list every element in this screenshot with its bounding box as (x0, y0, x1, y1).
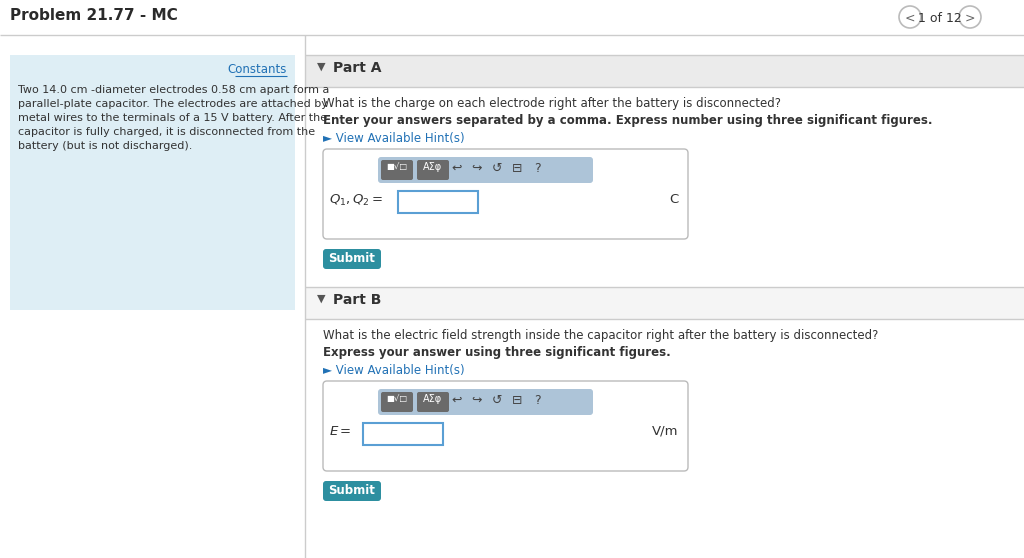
Text: V/m: V/m (651, 425, 678, 438)
Bar (10, 55, 295, 310)
Text: ► View Available Hint(s): ► View Available Hint(s) (323, 132, 465, 145)
Text: ↩: ↩ (452, 162, 462, 175)
Text: metal wires to the terminals of a 15 V battery. After the: metal wires to the terminals of a 15 V b… (18, 113, 327, 123)
FancyBboxPatch shape (323, 249, 381, 269)
Text: Express your answer using three significant figures.: Express your answer using three signific… (323, 346, 671, 359)
FancyBboxPatch shape (378, 389, 593, 415)
Text: What is the electric field strength inside the capacitor right after the battery: What is the electric field strength insi… (323, 329, 879, 342)
Text: ↩: ↩ (452, 394, 462, 407)
Text: Part B: Part B (333, 293, 381, 307)
Text: parallel-plate capacitor. The electrodes are attached by: parallel-plate capacitor. The electrodes… (18, 99, 328, 109)
FancyBboxPatch shape (381, 392, 413, 412)
Bar (305, 287, 1024, 319)
FancyBboxPatch shape (378, 157, 593, 183)
Text: C: C (669, 193, 678, 206)
Text: ↪: ↪ (472, 162, 482, 175)
Text: Submit: Submit (329, 484, 376, 497)
Text: ■√□: ■√□ (386, 162, 408, 171)
Text: Constants: Constants (227, 63, 287, 76)
Text: <: < (905, 12, 915, 25)
Text: >: > (965, 12, 975, 25)
Text: ?: ? (534, 394, 541, 407)
Text: ↪: ↪ (472, 394, 482, 407)
Text: $Q_1 , Q_2 =$: $Q_1 , Q_2 =$ (329, 193, 383, 208)
FancyBboxPatch shape (417, 160, 449, 180)
FancyBboxPatch shape (417, 392, 449, 412)
Bar (398, 191, 478, 213)
Text: Problem 21.77 - MC: Problem 21.77 - MC (10, 8, 178, 23)
Circle shape (959, 6, 981, 28)
Text: Enter your answers separated by a comma. Express number using three significant : Enter your answers separated by a comma.… (323, 114, 933, 127)
Text: What is the charge on each electrode right after the battery is disconnected?: What is the charge on each electrode rig… (323, 97, 781, 110)
Text: ► View Available Hint(s): ► View Available Hint(s) (323, 364, 465, 377)
Text: ↺: ↺ (492, 162, 502, 175)
Text: ?: ? (534, 162, 541, 175)
Text: $E =$: $E =$ (329, 425, 351, 438)
Text: battery (but is not discharged).: battery (but is not discharged). (18, 141, 193, 151)
Bar (362, 423, 443, 445)
Text: ▼: ▼ (317, 62, 326, 72)
FancyBboxPatch shape (323, 481, 381, 501)
Bar (0, 0, 1024, 35)
Circle shape (899, 6, 921, 28)
Text: ⊟: ⊟ (512, 394, 522, 407)
Text: ■√□: ■√□ (386, 394, 408, 403)
Text: ↺: ↺ (492, 394, 502, 407)
Text: 1 of 12: 1 of 12 (919, 12, 962, 25)
FancyBboxPatch shape (381, 160, 413, 180)
FancyBboxPatch shape (323, 149, 688, 239)
Text: AΣφ: AΣφ (423, 394, 442, 404)
Bar (305, 55, 1024, 87)
Text: ⊟: ⊟ (512, 162, 522, 175)
Text: Two 14.0 cm -diameter electrodes 0.58 cm apart form a: Two 14.0 cm -diameter electrodes 0.58 cm… (18, 85, 330, 95)
Text: AΣφ: AΣφ (423, 162, 442, 172)
FancyBboxPatch shape (323, 381, 688, 471)
Text: capacitor is fully charged, it is disconnected from the: capacitor is fully charged, it is discon… (18, 127, 315, 137)
Text: ▼: ▼ (317, 294, 326, 304)
Text: Part A: Part A (333, 61, 382, 75)
Text: Submit: Submit (329, 252, 376, 265)
